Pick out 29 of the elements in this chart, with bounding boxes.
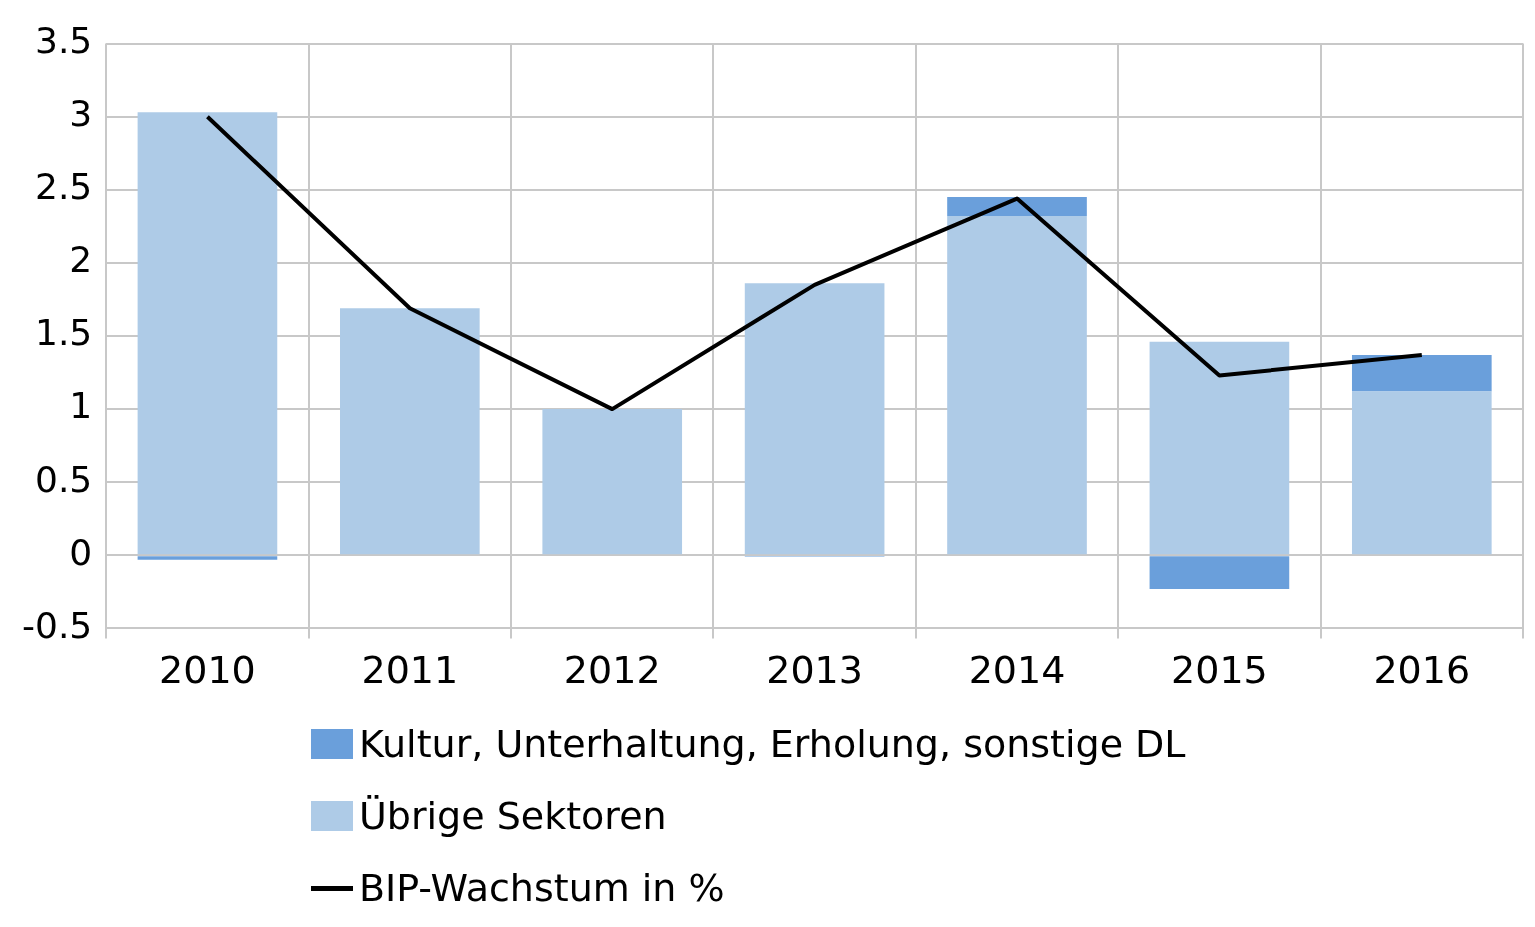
bar: [1351, 355, 1492, 392]
y-tick-label: -0.5: [21, 604, 93, 646]
bar: [1149, 341, 1290, 555]
x-tick-label: 2014: [968, 648, 1066, 693]
bar: [947, 216, 1087, 555]
bar: [340, 308, 480, 555]
bar: [744, 283, 885, 555]
y-tick-label: 0.5: [34, 458, 93, 500]
legend-label: Übrige Sektoren: [359, 793, 667, 840]
bar: [1351, 391, 1492, 555]
bar: [137, 556, 278, 560]
y-tick-label: 1.5: [34, 312, 93, 354]
y-tick-label: 3: [69, 93, 93, 135]
bar: [137, 112, 278, 555]
x-tick-label: 2010: [159, 648, 256, 693]
y-tick-label: 2.5: [34, 166, 93, 208]
bar: [1149, 556, 1290, 589]
legend-label: BIP-Wachstum in %: [359, 865, 725, 912]
y-tick-label: 2: [69, 239, 93, 281]
x-tick-label: 2015: [1171, 648, 1268, 693]
x-tick-label: 2011: [361, 648, 459, 693]
x-tick-label: 2013: [766, 648, 863, 693]
legend-label: Kultur, Unterhaltung, Erholung, sonstige DL: [359, 721, 1186, 768]
bar: [542, 409, 683, 555]
y-tick-label: 1: [69, 385, 93, 427]
x-tick-label: 2016: [1373, 648, 1471, 693]
y-tick-label: 3.5: [34, 19, 93, 61]
y-tick-label: 0: [69, 531, 93, 573]
x-tick-label: 2012: [563, 648, 661, 693]
